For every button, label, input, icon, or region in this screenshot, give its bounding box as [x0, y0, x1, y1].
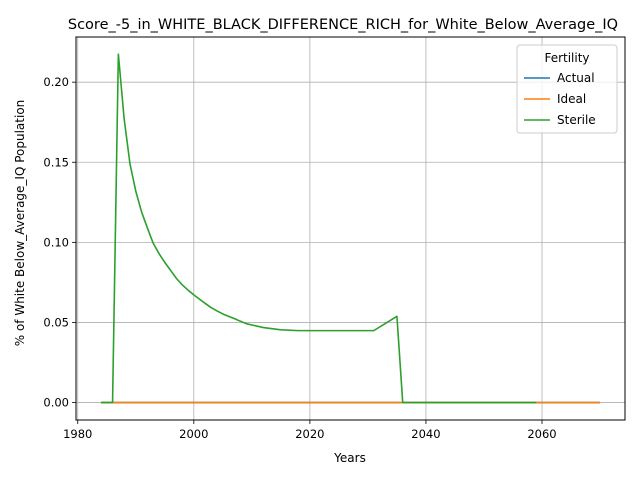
chart-title: Score_-5_in_WHITE_BLACK_DIFFERENCE_RICH_…	[68, 17, 618, 33]
legend-box	[516, 44, 618, 134]
y-tick-label: 0.00	[43, 396, 69, 410]
y-tick-label: 0.10	[43, 235, 69, 249]
legend-title: Fertility	[544, 51, 589, 65]
x-tick-label: 2000	[179, 427, 208, 441]
legend-label-sterile: Sterile	[557, 113, 596, 127]
legend: Fertility Actual Ideal Sterile	[516, 44, 618, 134]
legend-label-actual: Actual	[557, 71, 595, 85]
legend-items: Actual Ideal Sterile	[524, 71, 596, 127]
x-tick-label: 2020	[295, 427, 324, 441]
y-tick-label: 0.15	[43, 155, 69, 169]
x-tick-label: 1980	[63, 427, 92, 441]
axis-ticks: 1980 2000 2020 2040 2060 0.00 0.05 0.10 0.15 0.20	[43, 75, 556, 441]
legend-label-ideal: Ideal	[557, 92, 586, 106]
x-tick-label: 2060	[527, 427, 556, 441]
y-tick-label: 0.20	[43, 75, 69, 89]
y-tick-label: 0.05	[43, 315, 69, 329]
y-axis-label: % of White Below_Average_IQ Population	[13, 100, 27, 347]
plot-lines	[100, 53, 601, 404]
x-tick-label: 2040	[411, 427, 440, 441]
series-line-sterile	[100, 53, 537, 404]
x-axis-label: Years	[333, 451, 366, 465]
plot-frame	[75, 36, 626, 421]
